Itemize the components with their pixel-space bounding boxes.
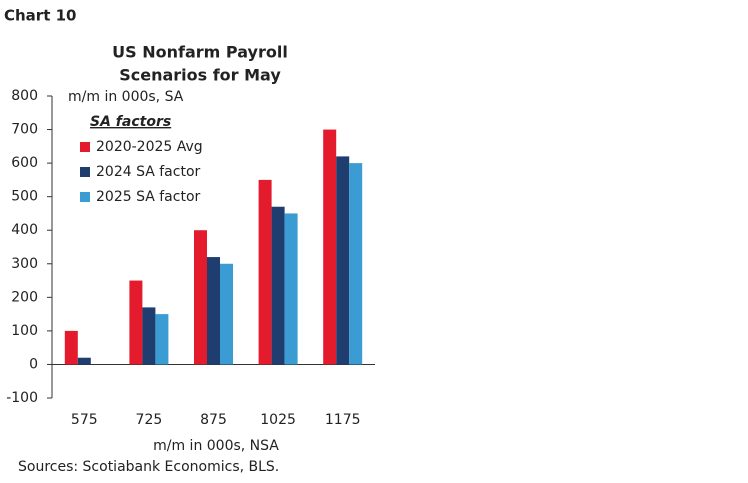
bar <box>155 314 169 365</box>
x-tick-label: 1175 <box>325 412 361 428</box>
legend-label: 2024 SA factor <box>96 164 201 180</box>
y-tick-label: 300 <box>11 256 38 272</box>
bar <box>336 156 350 365</box>
bar <box>349 163 363 365</box>
legend-title: SA factors <box>90 114 171 130</box>
bar <box>129 280 143 365</box>
header: Chart 10 <box>4 7 76 25</box>
legend-swatch <box>80 167 90 177</box>
chart-title: Scenarios for May <box>119 66 281 85</box>
legend-swatch <box>80 142 90 152</box>
bar <box>77 357 91 365</box>
chart-title: US Nonfarm Payroll <box>112 43 288 62</box>
legend-label: 2020-2025 Avg <box>96 139 203 155</box>
y-tick-label: 200 <box>11 289 38 305</box>
legend-swatch <box>80 192 90 202</box>
bar <box>220 263 233 365</box>
x-tick-label: 1025 <box>260 412 296 428</box>
legend-label: 2025 SA factor <box>96 189 201 205</box>
y-tick-label: 600 <box>11 155 38 171</box>
y-tick-label: 800 <box>11 88 38 104</box>
bar <box>271 206 285 365</box>
y-tick-label: 500 <box>11 189 38 205</box>
x-tick-label: 875 <box>200 412 227 428</box>
source: Sources: Scotiabank Economics, BLS. <box>18 459 279 475</box>
x-tick-label: 725 <box>136 412 163 428</box>
y-tick-label: -100 <box>6 390 38 406</box>
y-tick-label: 0 <box>29 356 38 372</box>
y-tick-label: 400 <box>11 222 38 238</box>
x-axis-label: m/m in 000s, NSA <box>153 438 279 454</box>
bar <box>258 179 272 365</box>
bar <box>207 257 220 365</box>
bar <box>284 213 298 365</box>
y-unit-label: m/m in 000s, SA <box>68 89 184 105</box>
y-tick-label: 700 <box>11 122 38 138</box>
y-tick-label: 100 <box>11 323 38 339</box>
bar <box>323 129 337 365</box>
bar <box>142 307 156 365</box>
bar <box>64 330 78 365</box>
bar <box>194 230 207 365</box>
x-tick-label: 575 <box>71 412 98 428</box>
